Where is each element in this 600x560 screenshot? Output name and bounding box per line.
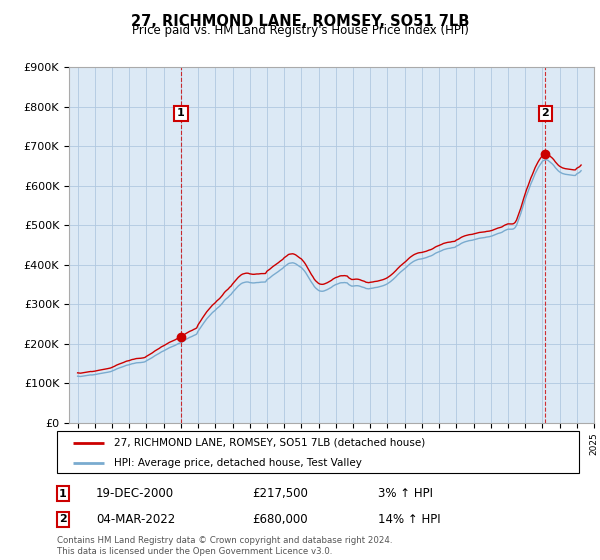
Text: 27, RICHMOND LANE, ROMSEY, SO51 7LB: 27, RICHMOND LANE, ROMSEY, SO51 7LB: [131, 14, 469, 29]
Text: 2: 2: [541, 109, 549, 118]
Text: 19-DEC-2000: 19-DEC-2000: [96, 487, 174, 501]
Text: 14% ↑ HPI: 14% ↑ HPI: [378, 512, 440, 526]
Text: 27, RICHMOND LANE, ROMSEY, SO51 7LB (detached house): 27, RICHMOND LANE, ROMSEY, SO51 7LB (det…: [115, 438, 425, 448]
Text: Contains HM Land Registry data © Crown copyright and database right 2024.
This d: Contains HM Land Registry data © Crown c…: [57, 536, 392, 556]
Text: Price paid vs. HM Land Registry's House Price Index (HPI): Price paid vs. HM Land Registry's House …: [131, 24, 469, 37]
Text: 1: 1: [59, 489, 67, 499]
Text: 1: 1: [177, 109, 185, 118]
Text: £217,500: £217,500: [252, 487, 308, 501]
Text: 3% ↑ HPI: 3% ↑ HPI: [378, 487, 433, 501]
Text: 04-MAR-2022: 04-MAR-2022: [96, 512, 175, 526]
Text: HPI: Average price, detached house, Test Valley: HPI: Average price, detached house, Test…: [115, 458, 362, 468]
FancyBboxPatch shape: [57, 431, 579, 473]
Text: £680,000: £680,000: [252, 512, 308, 526]
Text: 2: 2: [59, 514, 67, 524]
